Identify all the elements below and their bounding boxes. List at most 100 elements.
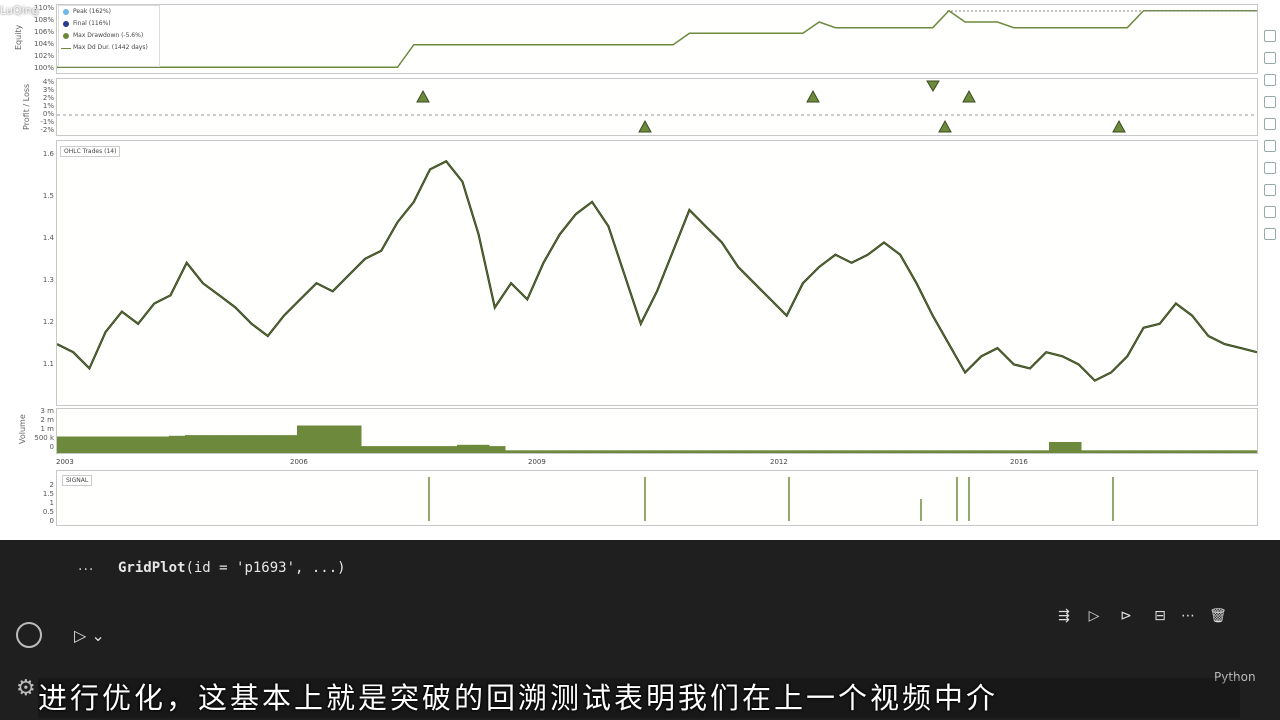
- y-tick-label: 1: [49, 499, 54, 507]
- account-icon[interactable]: [16, 622, 42, 648]
- volume-bar: [905, 450, 922, 454]
- y-tick-label: 102%: [33, 52, 54, 60]
- more-actions-icon[interactable]: ⋯: [1181, 608, 1195, 624]
- volume-bar: [873, 450, 890, 454]
- price-series-line: [56, 159, 1258, 382]
- volume-bar: [297, 425, 314, 453]
- volume-bar: [1017, 450, 1034, 454]
- volume-bar: [137, 436, 154, 453]
- volume-bar: [521, 450, 538, 454]
- y-tick-label: 110%: [33, 4, 54, 12]
- y-tick-label: 2%: [42, 94, 54, 102]
- y-tick-label: 100%: [33, 64, 54, 72]
- volume-bar: [1049, 442, 1066, 453]
- y-tick-label: 1.5: [42, 490, 54, 498]
- volume-bar: [761, 450, 778, 454]
- y-tick-label: 0%: [42, 110, 54, 118]
- signal-chart: [428, 477, 1114, 521]
- volume-bar: [1033, 450, 1050, 454]
- volume-bar: [553, 450, 570, 454]
- volume-bar: [585, 450, 602, 454]
- volume-bar: [441, 446, 458, 453]
- run-cell-icon[interactable]: ▷ ⌄: [74, 626, 105, 645]
- volume-bar: [1145, 450, 1162, 454]
- wheel-zoom-tool-icon[interactable]: [1264, 74, 1276, 86]
- volume-bar: [1209, 450, 1226, 454]
- settings-gear-icon[interactable]: ⚙: [16, 676, 36, 701]
- volume-bar: [729, 450, 746, 454]
- volume-bar: [249, 435, 266, 453]
- volume-bar: [217, 435, 234, 453]
- profit-marker: [806, 89, 820, 103]
- save-tool-icon[interactable]: [1264, 162, 1276, 174]
- undo-tool-icon[interactable]: [1264, 96, 1276, 108]
- y-tick-label: 0: [49, 517, 54, 525]
- volume-bar: [1001, 450, 1018, 454]
- y-tick-label: 2: [49, 481, 54, 489]
- trades-tag: OHLC Trades (14): [60, 146, 121, 157]
- volume-bar: [617, 450, 634, 454]
- volume-bar: [681, 450, 698, 454]
- volume-bar: [937, 450, 954, 454]
- volume-bar: [601, 450, 618, 454]
- loss-marker: [926, 80, 940, 92]
- volume-bar: [793, 450, 810, 454]
- x-tick-label: 2003: [56, 458, 74, 466]
- volume-bar: [425, 446, 442, 453]
- volume-bar: [153, 436, 170, 453]
- price-candles: [56, 160, 1258, 382]
- delete-cell-icon[interactable]: 🗑: [1209, 608, 1227, 624]
- crosshair-tool-icon[interactable]: [1264, 206, 1276, 218]
- x-tick-label: 2006: [290, 458, 308, 466]
- cell-output-text: GridPlot(id = 'p1693', ...): [118, 560, 346, 576]
- y-tick-label: 1.5: [42, 192, 54, 200]
- volume-bar: [505, 450, 522, 454]
- volume-bar: [1177, 450, 1194, 454]
- y-tick-label: -1%: [40, 118, 54, 126]
- volume-bar: [1161, 450, 1178, 454]
- reset-tool-icon[interactable]: [1264, 140, 1276, 152]
- volume-bar: [1129, 450, 1146, 454]
- equity-legend: Peak (162%) Final (116%) Max Drawdown (-…: [58, 5, 160, 67]
- cell-language[interactable]: Python: [1214, 670, 1256, 684]
- execute-above-icon[interactable]: ▷: [1088, 608, 1100, 624]
- help-tool-icon[interactable]: [1264, 228, 1276, 240]
- profit-marker: [1112, 119, 1126, 133]
- volume-bar: [921, 450, 938, 454]
- volume-bar: [745, 450, 762, 454]
- volume-bar: [841, 450, 858, 454]
- box-zoom-tool-icon[interactable]: [1264, 52, 1276, 64]
- volume-chart: [57, 425, 1258, 454]
- volume-bar: [345, 425, 362, 453]
- volume-bar: [697, 450, 714, 454]
- profit-marker: [416, 89, 430, 103]
- volume-bar: [393, 446, 410, 453]
- volume-bar: [361, 446, 378, 453]
- video-subtitle: 进行优化，这基本上就是突破的回溯测试表明我们在上一个视频中介: [38, 678, 1240, 718]
- legend-max-dd-dur: Max Dd Dur. (1442 days): [59, 42, 159, 54]
- y-tick-label: 108%: [33, 16, 54, 24]
- volume-bar: [1065, 442, 1082, 453]
- x-tick-label: 2016: [1010, 458, 1028, 466]
- equity-chart: [57, 9, 1257, 69]
- y-tick-label: 0: [49, 443, 54, 451]
- profit-loss-panel: [56, 78, 1258, 136]
- redo-tool-icon[interactable]: [1264, 118, 1276, 130]
- volume-bar: [489, 446, 506, 453]
- cell-output-toggle[interactable]: ...: [78, 558, 95, 574]
- split-cell-icon[interactable]: ⊟: [1154, 608, 1166, 624]
- y-tick-label: 1 m: [40, 425, 55, 433]
- profit-loss-chart: [57, 80, 1257, 133]
- hover-tool-icon[interactable]: [1264, 184, 1276, 196]
- volume-bar: [121, 436, 138, 453]
- volume-bar: [889, 450, 906, 454]
- run-by-line-icon[interactable]: ⇶: [1058, 608, 1070, 624]
- pan-tool-icon[interactable]: [1264, 30, 1276, 42]
- volume-bar: [473, 444, 490, 453]
- volume-bar: [1193, 450, 1210, 454]
- profit-marker: [962, 89, 976, 103]
- execute-below-icon[interactable]: ⊳: [1120, 608, 1132, 624]
- legend-final: Final (116%): [59, 18, 159, 30]
- volume-bar: [457, 444, 474, 453]
- y-tick-label: 3%: [42, 86, 54, 94]
